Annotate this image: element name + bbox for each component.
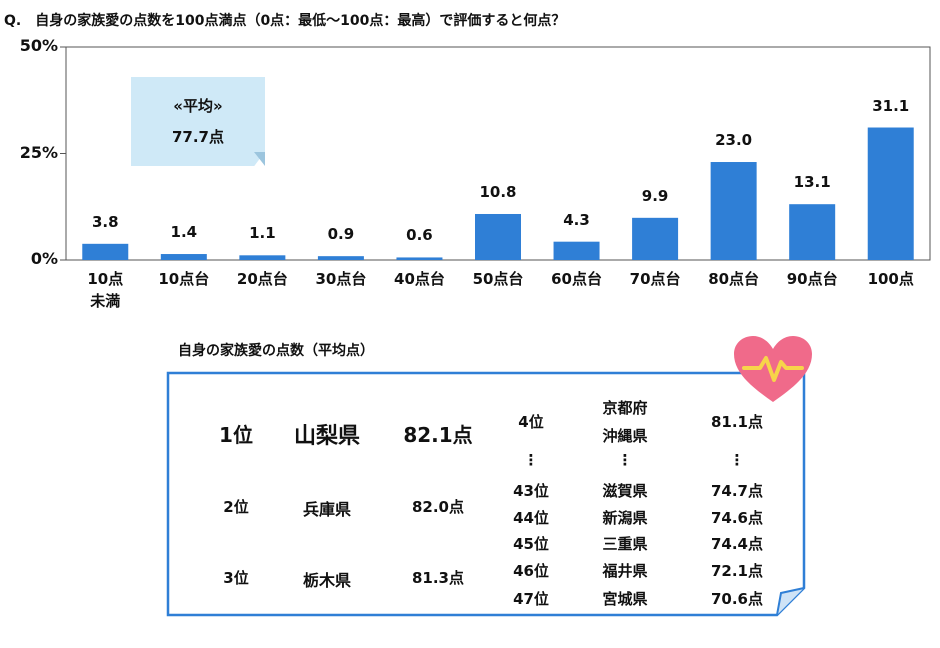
prefecture-name: 滋賀県 — [602, 482, 648, 501]
score-value: 82.0点 — [411, 498, 464, 517]
bar — [317, 256, 364, 260]
bar-value-label: 23.0 — [715, 131, 753, 150]
bar — [553, 241, 600, 260]
x-category-label: 20点台 — [236, 270, 288, 288]
x-category-label: 80点台 — [708, 270, 760, 288]
bar — [789, 204, 836, 260]
average-value: 77.7点 — [171, 128, 224, 146]
rank-number: 1位 — [219, 423, 253, 447]
x-category-label: 30点台 — [315, 270, 367, 288]
bar — [475, 213, 521, 260]
bar-value-label: 3.8 — [91, 212, 119, 231]
prefecture-name: 福井県 — [602, 562, 648, 581]
score-value: 74.4点 — [710, 535, 763, 554]
x-category-label: 100点 — [867, 270, 914, 288]
bar-value-label: 13.1 — [793, 173, 831, 192]
bar — [239, 255, 286, 260]
rank-number: 46位 — [513, 562, 549, 581]
score-value: 81.1点 — [710, 413, 763, 432]
score-value: 74.7点 — [710, 482, 763, 501]
score-value: 74.6点 — [710, 509, 763, 528]
x-category-label: 90点台 — [786, 270, 838, 288]
prefecture-name: 新潟県 — [602, 509, 648, 528]
bar — [632, 217, 679, 260]
rank-number: 4位 — [518, 413, 544, 432]
bar-chart — [60, 46, 931, 261]
bar-value-label: 4.3 — [563, 210, 590, 229]
ellipsis: ⋮ — [617, 451, 633, 470]
rank-number: 45位 — [513, 535, 549, 554]
rank-number: 44位 — [513, 509, 549, 528]
question-title: Q. 自身の家族愛の点数を100点満点（0点：最低～100点：最高）で評価すると… — [4, 13, 566, 29]
prefecture-name: 京都府 — [602, 399, 648, 418]
x-category-label: 60点台 — [551, 270, 602, 288]
prefecture-name: 三重県 — [602, 535, 648, 554]
prefecture-name: 宮城県 — [602, 590, 648, 609]
ranking-frame — [166, 371, 806, 617]
x-category-label: 10点台 — [158, 270, 210, 288]
y-tick-label: 50% — [19, 36, 58, 55]
bar — [82, 243, 129, 260]
bar — [396, 257, 443, 260]
ellipsis: ⋮ — [729, 451, 745, 470]
rank-number: 3位 — [223, 569, 249, 588]
ranking-title: 自身の家族愛の点数（平均点） — [178, 343, 374, 359]
bar-value-label: 10.8 — [479, 182, 517, 201]
average-callout — [131, 77, 265, 166]
prefecture-name: 兵庫県 — [302, 499, 351, 519]
bar-value-label: 1.4 — [170, 223, 198, 242]
rank-number: 43位 — [513, 482, 549, 501]
x-category-label: 50点台 — [472, 270, 524, 288]
bar-value-label: 0.9 — [327, 225, 355, 244]
x-category-label: 40点台 — [394, 270, 445, 288]
rank-number: 2位 — [223, 498, 249, 517]
prefecture-name: 沖縄県 — [602, 427, 648, 446]
score-value: 70.6点 — [710, 590, 763, 609]
score-value: 82.1点 — [403, 423, 473, 447]
bar — [710, 162, 757, 260]
ellipsis: ⋮ — [523, 451, 539, 470]
bar — [160, 254, 207, 260]
score-value: 72.1点 — [710, 562, 763, 581]
rank-number: 47位 — [513, 590, 549, 609]
bar-value-label: 31.1 — [872, 96, 910, 115]
bar — [867, 127, 914, 260]
prefecture-name: 栃木県 — [302, 570, 351, 590]
bar-value-label: 0.6 — [406, 226, 433, 245]
bar-value-label: 9.9 — [641, 186, 669, 205]
average-callout-fold — [254, 152, 265, 166]
prefecture-name: 山梨県 — [293, 423, 360, 449]
x-category-label: 70点台 — [629, 270, 681, 288]
average-heading: «平均» — [173, 97, 223, 115]
y-tick-label: 0% — [30, 249, 58, 268]
score-value: 81.3点 — [411, 569, 464, 588]
x-category-label: 10点 未満 — [87, 270, 124, 310]
bar-value-label: 1.1 — [249, 224, 276, 243]
heart-icon — [734, 336, 812, 402]
y-tick-label: 25% — [19, 142, 58, 162]
